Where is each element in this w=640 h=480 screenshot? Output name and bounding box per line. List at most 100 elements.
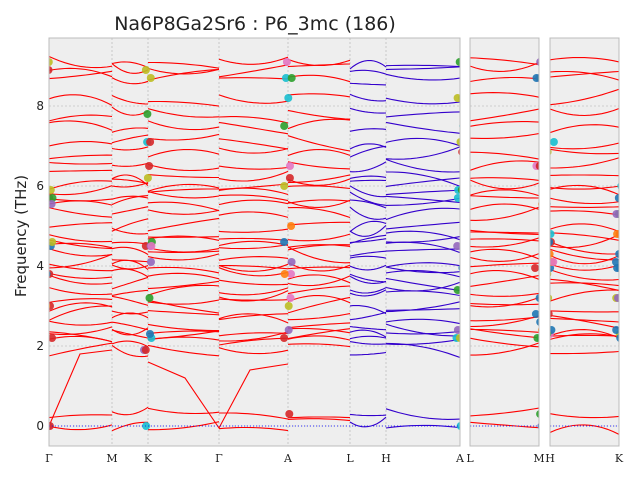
band-line	[550, 289, 619, 302]
band-line	[218, 199, 289, 206]
band-line	[147, 133, 220, 141]
band-line	[470, 337, 539, 348]
band-line	[349, 185, 387, 198]
band-line	[385, 338, 460, 345]
band-line	[349, 69, 387, 75]
band-line	[287, 266, 351, 270]
band-line	[349, 234, 387, 244]
band-line	[385, 408, 460, 420]
band-line	[49, 287, 113, 296]
band-line	[111, 259, 149, 263]
band-line	[550, 350, 619, 355]
band-line	[385, 221, 460, 230]
band-line	[49, 253, 113, 269]
x-tick-label: L	[466, 452, 474, 465]
band-line	[147, 236, 220, 238]
band-line	[49, 67, 113, 78]
mode-marker	[550, 238, 554, 246]
band-line	[49, 154, 113, 160]
y-tick-label: 0	[36, 419, 44, 433]
band-line	[287, 199, 351, 204]
mode-marker	[550, 294, 553, 302]
band-line	[147, 272, 220, 280]
band-line	[49, 140, 113, 147]
band-line	[349, 161, 387, 173]
mode-marker	[49, 186, 55, 194]
band-line	[470, 151, 539, 160]
mode-marker	[453, 286, 460, 294]
band-line	[147, 323, 219, 332]
band-line	[147, 344, 220, 357]
band-line	[385, 342, 460, 359]
band-line	[349, 93, 387, 102]
mode-marker	[613, 230, 619, 238]
band-line	[470, 421, 539, 429]
mode-marker	[531, 264, 539, 272]
mode-marker	[612, 326, 619, 334]
band-line	[111, 246, 149, 255]
band-line	[147, 183, 220, 192]
band-line	[385, 64, 460, 68]
mode-marker	[616, 334, 619, 342]
mode-marker	[618, 60, 619, 64]
y-tick-label: 8	[36, 99, 44, 113]
x-tick-label: K	[615, 452, 624, 465]
band-line	[218, 147, 289, 154]
band-line	[287, 296, 351, 314]
band-line	[550, 248, 619, 261]
x-tick-label: M	[533, 452, 544, 465]
band-line	[550, 148, 619, 155]
mode-marker	[618, 253, 619, 255]
band-line	[218, 332, 289, 337]
band-line	[349, 199, 387, 209]
band-line	[287, 244, 351, 251]
band-line	[287, 313, 351, 321]
mode-marker	[536, 410, 539, 418]
band-line	[349, 329, 387, 338]
mode-marker	[287, 74, 296, 82]
band-line	[147, 120, 220, 131]
band-line	[470, 316, 539, 322]
band-line	[111, 264, 149, 270]
band-line	[385, 236, 460, 243]
x-tick-label: Γ	[45, 452, 53, 465]
mode-marker	[536, 58, 539, 66]
band-line	[550, 234, 619, 249]
band-line	[470, 238, 539, 242]
mode-marker	[280, 182, 289, 190]
band-line	[287, 418, 351, 422]
band-line	[386, 308, 460, 311]
band-line	[287, 233, 351, 242]
band-line	[111, 329, 149, 339]
mode-marker	[456, 138, 460, 146]
mode-marker	[147, 258, 155, 266]
band-line	[147, 299, 220, 305]
band-line	[147, 209, 220, 215]
bands-group	[49, 55, 460, 432]
band-line	[218, 64, 289, 78]
band-line	[147, 284, 220, 296]
band-line	[385, 146, 460, 160]
mode-marker	[457, 186, 460, 194]
band-line	[49, 114, 113, 122]
band-line	[287, 93, 351, 98]
band-line	[147, 407, 220, 415]
band-line	[470, 328, 539, 333]
band-line	[349, 145, 387, 158]
band-line	[147, 100, 220, 107]
band-line	[550, 184, 619, 196]
band-line	[218, 237, 289, 241]
band-line	[218, 426, 289, 432]
band-line	[385, 197, 460, 206]
mode-marker	[145, 162, 154, 170]
band-line	[111, 174, 149, 187]
band-line	[550, 70, 619, 81]
mode-marker	[550, 264, 555, 272]
band-line	[349, 82, 387, 86]
mode-marker	[49, 58, 53, 66]
band-line	[49, 342, 113, 357]
band-line	[350, 351, 387, 356]
panel-frame	[469, 37, 540, 447]
band-line	[470, 292, 539, 297]
